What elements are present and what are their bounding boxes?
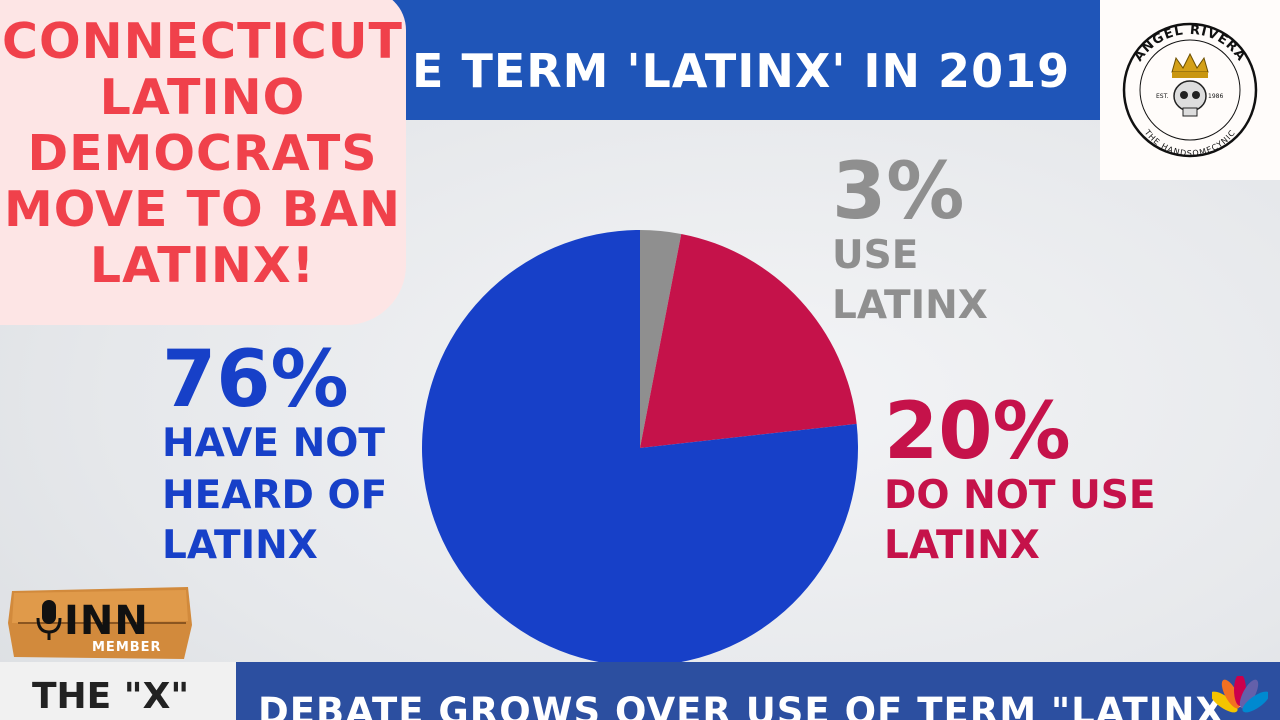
badge-title: INN [64, 598, 149, 644]
pie-slice-do-not-use-latinx [640, 233, 857, 448]
svg-text:THE HANDSOMECYNIC: THE HANDSOMECYNIC [1142, 127, 1237, 158]
headline-line: LATINO [99, 69, 306, 126]
use-percent-label: 3% [832, 147, 965, 237]
pie-slice-use-latinx [640, 230, 682, 448]
headline-card [0, 0, 406, 325]
headline: CONNECTICUT LATINO DEMOCRATS MOVE TO BAN… [0, 14, 405, 294]
peacock-icon [1212, 676, 1268, 713]
microphone-icon [36, 600, 62, 640]
heard-not-label-line-1: HAVE NOT [162, 421, 385, 466]
headline-line: CONNECTICUT [2, 13, 403, 70]
headline-line: DEMOCRATS [27, 125, 378, 182]
logo-tagline: THE HANDSOMECYNIC [1142, 127, 1236, 158]
do-not-use-percent-label: 20% [884, 387, 1071, 477]
channel-logo: ANGEL RIVERA THE HANDSOMECYNIC EST. 1986 [1100, 0, 1280, 180]
heard-not-percent-label: 76% [162, 335, 349, 425]
badge-subtitle: MEMBER [92, 640, 162, 655]
do-not-use-label-line-2: LATINX [884, 523, 1040, 568]
chart-title: E TERM 'LATINX' IN 2019 [412, 44, 1071, 98]
logo-year: 1986 [1208, 93, 1223, 100]
lower-third-tag-text: THE "X" [32, 676, 190, 717]
headline-line: MOVE TO BAN [4, 181, 401, 238]
lower-third-bar [236, 662, 1280, 720]
lower-third-headline: DEBATE GROWS OVER USE OF TERM "LATINX" [258, 690, 1246, 720]
do-not-use-label-line-1: DO NOT USE [884, 473, 1156, 518]
heard-not-label-line-2: HEARD OF [162, 473, 388, 518]
heard-not-label-line-3: LATINX [162, 523, 318, 568]
headline-line: LATINX! [89, 237, 316, 294]
pie-slice-have-not-heard-of-latinx [421, 230, 858, 666]
lower-third-tag [0, 662, 236, 720]
use-label-line-2: LATINX [832, 283, 988, 328]
use-label-line-1: USE [832, 233, 919, 278]
logo-est: EST. [1156, 93, 1169, 100]
logo-badge-icon: ANGEL RIVERA THE HANDSOMECYNIC EST. 1986 [1122, 22, 1258, 158]
